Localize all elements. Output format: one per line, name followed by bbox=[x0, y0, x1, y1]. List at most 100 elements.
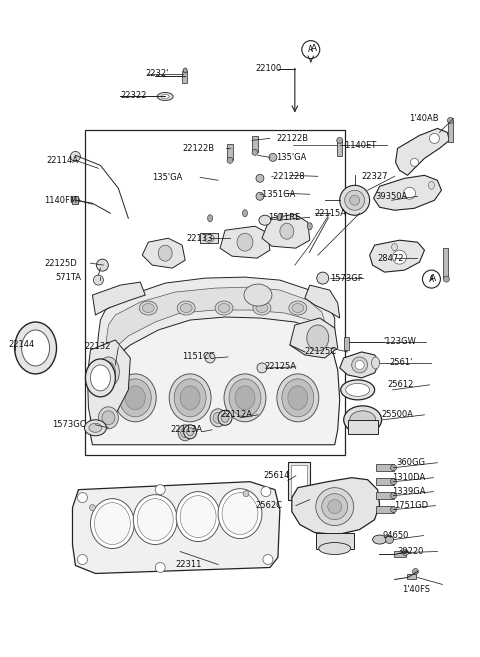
Ellipse shape bbox=[280, 223, 294, 239]
Polygon shape bbox=[90, 305, 340, 445]
Text: 1571RE: 1571RE bbox=[268, 213, 300, 221]
Circle shape bbox=[155, 562, 165, 572]
Ellipse shape bbox=[183, 68, 187, 73]
Ellipse shape bbox=[184, 425, 197, 439]
Text: 94650: 94650 bbox=[383, 531, 409, 540]
Ellipse shape bbox=[282, 379, 314, 417]
Text: 1'40FS: 1'40FS bbox=[403, 585, 431, 594]
Circle shape bbox=[269, 153, 277, 162]
Bar bbox=[227, 145, 233, 160]
Ellipse shape bbox=[178, 425, 192, 441]
Ellipse shape bbox=[97, 357, 120, 387]
Bar bbox=[448, 120, 454, 143]
Text: 22112A: 22112A bbox=[220, 411, 252, 419]
Text: 22125D: 22125D bbox=[45, 259, 77, 267]
Ellipse shape bbox=[114, 374, 156, 422]
Ellipse shape bbox=[259, 215, 271, 225]
Text: 22311: 22311 bbox=[175, 560, 202, 569]
Bar bbox=[252, 137, 258, 152]
Bar bbox=[376, 464, 394, 470]
Text: 135'GA: 135'GA bbox=[152, 173, 182, 182]
Ellipse shape bbox=[180, 495, 216, 537]
Circle shape bbox=[444, 276, 449, 282]
Ellipse shape bbox=[218, 411, 232, 425]
Text: 2232': 2232' bbox=[145, 69, 168, 78]
Ellipse shape bbox=[372, 357, 380, 369]
Ellipse shape bbox=[316, 487, 354, 526]
Ellipse shape bbox=[288, 386, 308, 410]
Circle shape bbox=[385, 535, 394, 543]
Circle shape bbox=[391, 479, 396, 485]
Text: '123GW: '123GW bbox=[384, 338, 417, 346]
Text: 1'40AB: 1'40AB bbox=[409, 114, 439, 123]
Ellipse shape bbox=[292, 304, 304, 313]
Ellipse shape bbox=[319, 543, 351, 555]
Ellipse shape bbox=[322, 493, 348, 520]
Text: A: A bbox=[311, 44, 317, 53]
Polygon shape bbox=[142, 238, 185, 268]
Ellipse shape bbox=[125, 386, 145, 410]
Ellipse shape bbox=[277, 214, 282, 221]
Circle shape bbox=[89, 505, 96, 510]
Ellipse shape bbox=[222, 493, 258, 535]
Ellipse shape bbox=[244, 284, 272, 306]
Text: 1573GC: 1573GC bbox=[52, 420, 86, 429]
Ellipse shape bbox=[89, 423, 102, 432]
Text: 22322: 22322 bbox=[120, 91, 147, 100]
Polygon shape bbox=[305, 285, 340, 318]
Circle shape bbox=[391, 507, 396, 512]
Circle shape bbox=[391, 493, 396, 499]
Ellipse shape bbox=[213, 413, 223, 423]
Circle shape bbox=[391, 464, 396, 470]
Ellipse shape bbox=[341, 380, 374, 400]
Circle shape bbox=[205, 353, 215, 363]
Circle shape bbox=[256, 193, 264, 200]
Bar bbox=[348, 420, 378, 434]
Ellipse shape bbox=[352, 357, 368, 373]
Text: 39220: 39220 bbox=[397, 547, 424, 556]
Text: -1351GA: -1351GA bbox=[260, 190, 296, 199]
Bar bbox=[344, 337, 348, 350]
Polygon shape bbox=[370, 240, 424, 272]
Bar bbox=[394, 551, 406, 556]
Ellipse shape bbox=[242, 210, 248, 217]
Text: 1140FM: 1140FM bbox=[45, 196, 78, 205]
Bar bbox=[444, 248, 448, 278]
Ellipse shape bbox=[84, 420, 107, 436]
Ellipse shape bbox=[229, 379, 261, 417]
Ellipse shape bbox=[180, 428, 190, 438]
Polygon shape bbox=[96, 277, 335, 378]
Circle shape bbox=[317, 272, 329, 284]
Ellipse shape bbox=[139, 301, 157, 315]
Circle shape bbox=[257, 363, 267, 373]
Circle shape bbox=[77, 555, 87, 564]
Ellipse shape bbox=[15, 322, 57, 374]
Ellipse shape bbox=[372, 535, 386, 544]
Polygon shape bbox=[220, 226, 270, 258]
Ellipse shape bbox=[207, 215, 213, 221]
Bar bbox=[182, 70, 187, 83]
Polygon shape bbox=[292, 478, 380, 535]
Text: 22113A: 22113A bbox=[170, 425, 203, 434]
Circle shape bbox=[256, 174, 264, 182]
Text: 22125A: 22125A bbox=[264, 363, 296, 371]
Ellipse shape bbox=[345, 191, 365, 210]
Text: 2562C: 2562C bbox=[255, 501, 282, 510]
Bar bbox=[72, 196, 78, 204]
Ellipse shape bbox=[187, 428, 193, 436]
Bar bbox=[316, 533, 354, 549]
Bar bbox=[376, 506, 394, 512]
Circle shape bbox=[155, 485, 165, 495]
Polygon shape bbox=[87, 340, 130, 428]
Ellipse shape bbox=[210, 409, 226, 427]
Ellipse shape bbox=[177, 301, 195, 315]
Text: A: A bbox=[429, 275, 434, 284]
Circle shape bbox=[412, 568, 419, 574]
Ellipse shape bbox=[157, 93, 173, 101]
Circle shape bbox=[72, 196, 80, 204]
Polygon shape bbox=[107, 287, 326, 352]
Bar bbox=[407, 574, 417, 579]
Ellipse shape bbox=[344, 406, 382, 434]
Ellipse shape bbox=[277, 374, 319, 422]
Text: 22122B: 22122B bbox=[276, 134, 308, 143]
